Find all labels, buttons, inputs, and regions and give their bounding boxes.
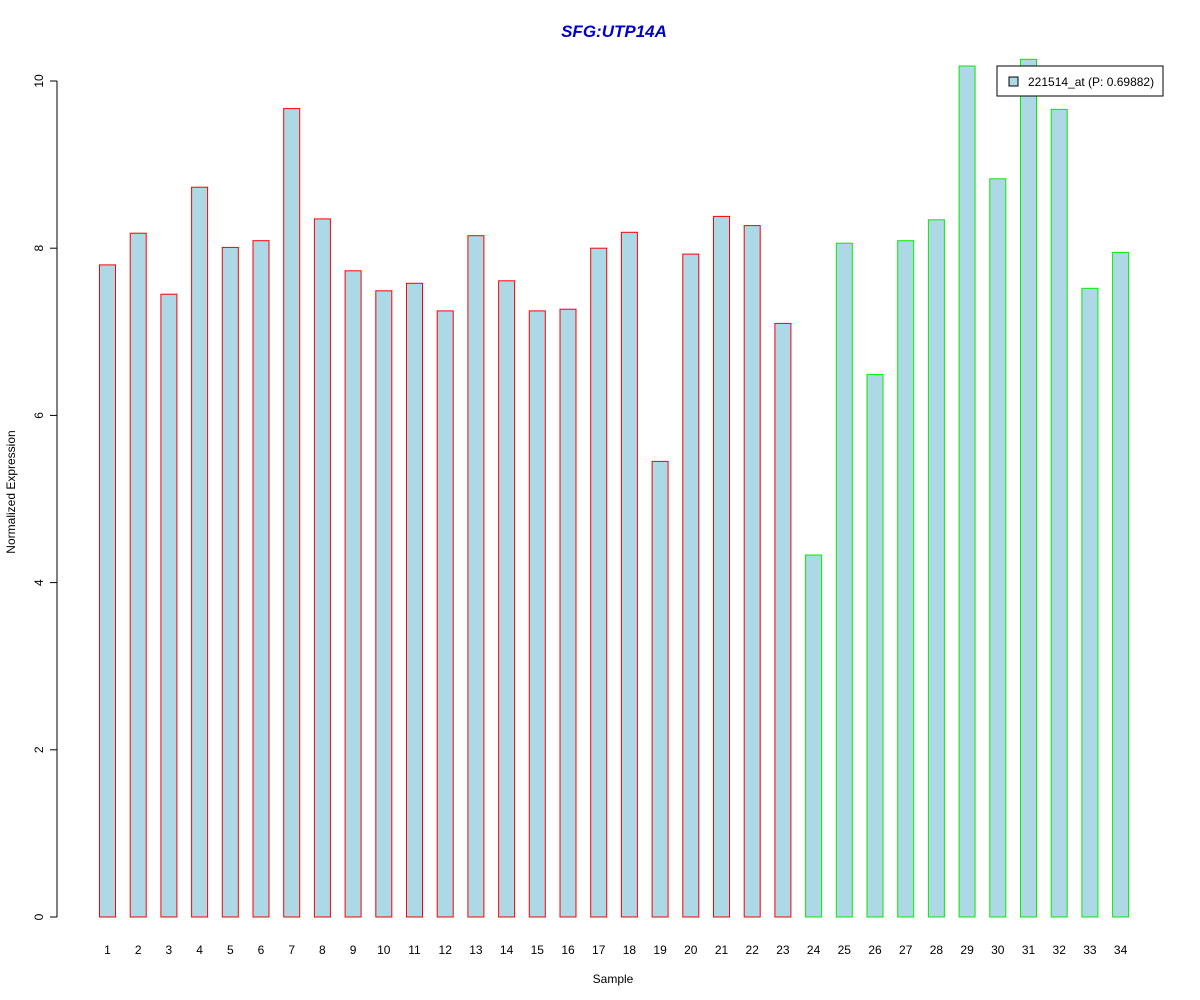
bar [743,225,761,918]
bar [1112,251,1130,918]
x-tick-label: 13 [469,943,483,957]
y-tick-label: 10 [32,74,46,88]
x-tick-label: 9 [350,943,357,957]
bar [897,240,915,918]
x-tick-label: 3 [166,943,173,957]
bar [620,231,638,918]
x-tick-label: 12 [439,943,453,957]
x-tick-label: 25 [838,943,852,957]
bar [528,310,546,918]
bar [99,264,116,918]
bar [221,246,239,918]
bar [590,247,608,918]
bar [252,240,270,918]
bar [467,235,485,918]
bar [805,554,823,918]
x-tick-label: 27 [899,943,913,957]
x-tick-label: 21 [715,943,729,957]
bar [713,215,730,918]
y-axis: 0 2 4 6 8 10 [32,74,58,920]
y-tick-label: 2 [32,746,46,753]
bar [344,270,362,918]
x-tick-label: 18 [623,943,637,957]
x-tick-label: 20 [684,943,698,957]
x-tick-label: 22 [746,943,760,957]
bar [129,232,147,918]
legend: 221514_at (P: 0.69882) [996,65,1164,97]
x-tick-labels: 1 2 3 4 5 6 7 8 9 10 11 12 13 14 15 16 17 18 19 20 21 22 23 24 2… [104,943,1127,957]
y-tick-label: 0 [32,913,46,920]
x-tick-label: 26 [868,943,882,957]
x-tick-label: 24 [807,943,821,957]
x-tick-label: 19 [653,943,667,957]
bar [989,178,1007,918]
y-tick-label: 4 [32,579,46,586]
bar [927,219,945,918]
bar [283,108,301,918]
bar [436,310,454,918]
bar [835,242,853,918]
y-tick-label: 6 [32,412,46,419]
x-tick-label: 2 [135,943,142,957]
x-tick-label: 16 [561,943,575,957]
bar [406,282,423,918]
x-tick-label: 4 [196,943,203,957]
x-tick-label: 15 [531,943,545,957]
x-tick-label: 1 [104,943,111,957]
bar [651,460,669,918]
x-tick-label: 23 [776,943,790,957]
bars-group [99,58,1130,918]
bar [191,186,209,918]
x-tick-label: 30 [991,943,1005,957]
x-tick-label: 11 [408,943,421,957]
x-tick-label: 10 [377,943,391,957]
bar [866,373,884,918]
legend-swatch [1008,76,1019,87]
bar [958,65,976,918]
x-tick-label: 33 [1083,943,1097,957]
bar [160,293,178,918]
bar [498,280,516,918]
bar [682,253,700,918]
x-tick-label: 7 [288,943,295,957]
y-tick-label: 8 [32,245,46,252]
legend-box [996,65,1164,97]
x-tick-label: 31 [1022,943,1036,957]
x-tick-label: 14 [500,943,514,957]
bar [774,322,792,918]
bar [1050,108,1068,918]
legend-label: 221514_at (P: 0.69882) [1028,75,1154,89]
y-axis-label: Normalized Expression [4,430,18,553]
x-tick-label: 32 [1053,943,1067,957]
x-tick-label: 17 [592,943,606,957]
x-axis-label: Sample [593,972,634,986]
x-tick-label: 28 [930,943,944,957]
bar [559,308,577,918]
x-tick-label: 5 [227,943,234,957]
bar [313,218,331,918]
bar [375,290,393,918]
bar [1081,287,1099,918]
bar [1020,58,1037,918]
x-tick-label: 8 [319,943,326,957]
x-tick-label: 34 [1114,943,1128,957]
x-tick-label: 29 [960,943,974,957]
chart-title: SFG:UTP14A [561,22,667,41]
x-tick-label: 6 [258,943,265,957]
